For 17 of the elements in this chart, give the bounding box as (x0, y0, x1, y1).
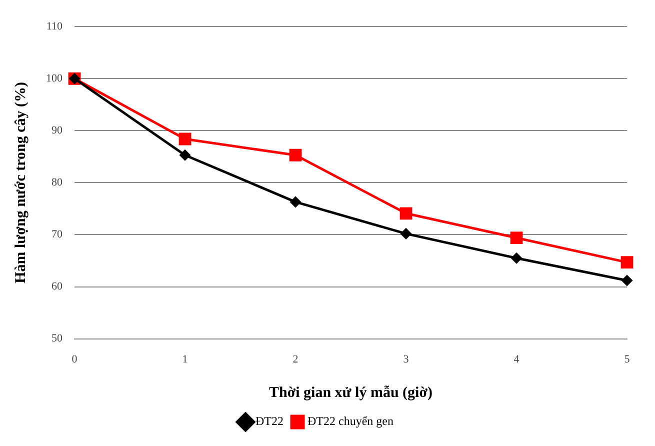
x-tick-label: 4 (514, 353, 520, 366)
legend-label: ĐT22 chuyển gen (308, 414, 394, 428)
y-tick-label: 50 (52, 332, 63, 345)
x-tick-label: 3 (403, 353, 410, 366)
y-tick-label: 70 (52, 228, 63, 241)
y-tick-label: 60 (52, 280, 63, 293)
y-axis-title: Hàm lượng nước trong cây (%) (12, 82, 29, 284)
y-tick-label: 100 (46, 72, 63, 85)
y-tick-label: 90 (52, 124, 63, 137)
legend-label: ĐT22 (256, 414, 284, 428)
y-tick-label: 80 (52, 176, 63, 189)
x-tick-label: 5 (624, 353, 630, 366)
y-tick-label: 110 (46, 20, 63, 32)
x-tick-label: 2 (292, 353, 298, 366)
x-tick-label: 1 (182, 353, 188, 366)
x-tick-label: 0 (72, 353, 78, 366)
x-axis-title: Thời gian xử lý mẫu (giờ) (268, 384, 433, 401)
